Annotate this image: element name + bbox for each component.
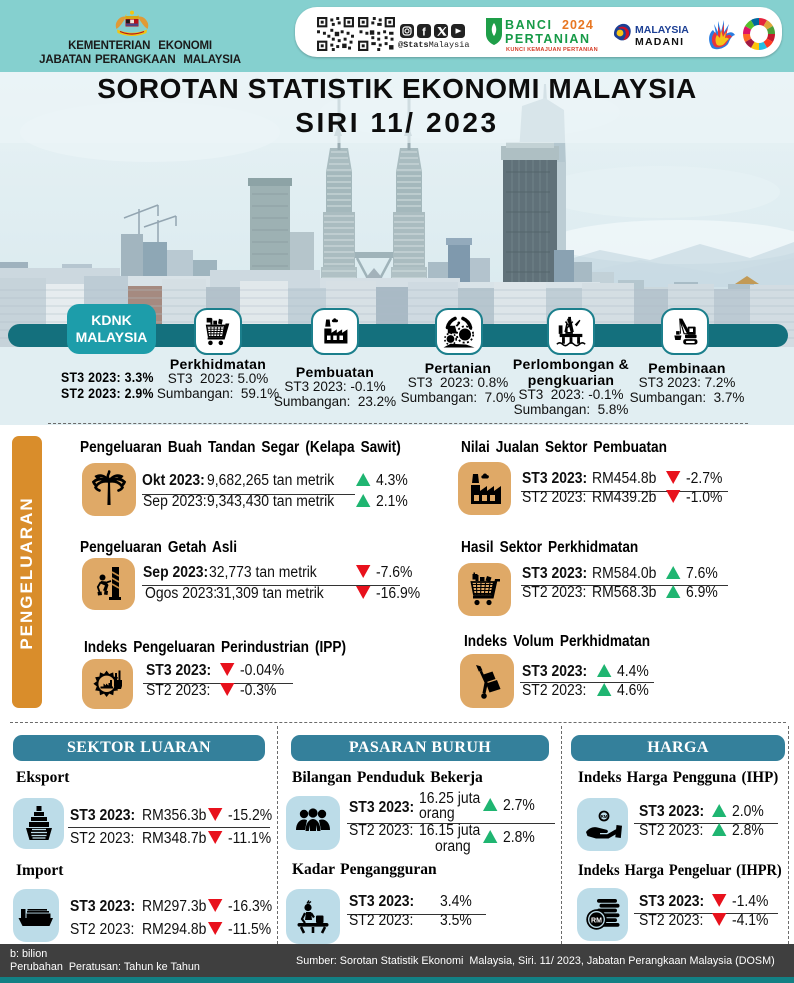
svg-text:RM: RM	[600, 814, 607, 819]
svg-text:KUNCI KEMAJUAN PERTANIAN: KUNCI KEMAJUAN PERTANIAN	[506, 47, 598, 53]
svg-text:f: f	[422, 26, 426, 38]
svg-text:BANCI: BANCI	[505, 18, 553, 32]
svg-text:MADANI: MADANI	[635, 36, 684, 48]
svg-text:2024: 2024	[562, 18, 594, 32]
svg-text:PERTANIAN: PERTANIAN	[505, 32, 591, 46]
svg-text:RM: RM	[591, 917, 602, 924]
svg-text:MALAYSIA: MALAYSIA	[635, 24, 689, 36]
